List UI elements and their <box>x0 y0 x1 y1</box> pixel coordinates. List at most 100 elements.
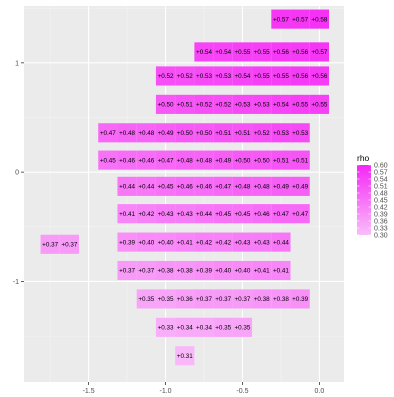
heatmap-tile <box>213 42 233 62</box>
cell-value-label: +0.50 <box>158 102 174 109</box>
cell-value-label: +0.43 <box>254 239 270 246</box>
heatmap-tile <box>290 42 310 62</box>
cell-value-label: +0.53 <box>292 130 308 137</box>
heatmap-tile <box>290 289 310 309</box>
cell-value-label: +0.40 <box>215 268 231 275</box>
cell-value-label: +0.50 <box>177 130 193 137</box>
heatmap-tile <box>271 123 291 143</box>
heatmap-tile <box>213 289 233 309</box>
heatmap-tile <box>194 317 214 337</box>
heatmap-tile <box>252 66 272 86</box>
heatmap-tile <box>232 260 253 281</box>
heatmap-tile <box>213 176 233 196</box>
heatmap-tile <box>194 289 214 309</box>
cell-value-label: +0.55 <box>273 73 289 80</box>
cell-value-label: +0.37 <box>138 268 154 275</box>
cell-value-label: +0.49 <box>273 184 289 191</box>
cell-value-label: +0.47 <box>292 211 308 218</box>
heatmap-tile <box>194 94 214 114</box>
heatmap-tile <box>175 204 195 224</box>
cell-value-label: +0.55 <box>254 49 270 56</box>
heatmap-tile <box>309 42 329 62</box>
cell-value-label: +0.54 <box>234 73 250 80</box>
heatmap-tile <box>117 232 137 252</box>
heatmap-tile <box>194 204 214 224</box>
heatmap-tile <box>136 232 156 252</box>
cell-value-label: +0.47 <box>215 184 231 191</box>
cell-value-label: +0.42 <box>138 211 154 218</box>
cell-value-label: +0.51 <box>292 157 308 164</box>
heatmap-tile <box>175 346 195 366</box>
cell-value-label: +0.58 <box>311 16 327 23</box>
heatmap-tile <box>175 317 195 337</box>
cell-value-label: +0.36 <box>177 296 193 303</box>
heatmap-tile <box>213 123 233 143</box>
heatmap-tile <box>290 9 310 29</box>
cell-value-label: +0.34 <box>177 325 193 332</box>
cell-value-labels: +0.57 +0.57 +0.58+0.54 +0.54 +0.55 +0.55 +0.56… <box>42 16 328 360</box>
heatmap-tile <box>271 150 291 170</box>
cell-value-label: +0.38 <box>254 296 270 303</box>
heatmap-tile <box>136 260 156 281</box>
cell-value-label: +0.53 <box>215 73 231 80</box>
legend-label: 0.51 <box>374 183 388 190</box>
heatmap-tile <box>213 204 233 224</box>
heatmap-tile <box>194 232 214 252</box>
legend-colorbar <box>357 165 371 235</box>
cell-value-label: +0.43 <box>177 211 193 218</box>
heatmap-tile <box>213 94 233 114</box>
heatmap-tile <box>175 176 195 196</box>
heatmap-tile <box>136 289 156 309</box>
heatmap-tile <box>232 42 253 62</box>
heatmap-tile <box>271 176 291 196</box>
heatmap-tile <box>59 234 79 254</box>
cell-value-label: +0.35 <box>215 325 231 332</box>
cell-value-label: +0.42 <box>215 239 231 246</box>
cell-value-label: +0.52 <box>196 102 212 109</box>
cell-value-label: +0.47 <box>100 130 116 137</box>
heatmap-tile <box>213 232 233 252</box>
cell-value-label: +0.53 <box>254 102 270 109</box>
heatmap-tile <box>117 204 137 224</box>
cell-value-label: +0.46 <box>138 157 154 164</box>
heatmap-tile <box>252 150 272 170</box>
heatmap-tile <box>117 176 137 196</box>
cell-value-label: +0.37 <box>42 241 58 248</box>
x-axis-tick-label: -1.5 <box>83 388 95 395</box>
heatmap-tile <box>117 150 137 170</box>
cell-value-label: +0.35 <box>138 296 154 303</box>
heatmap-tile <box>232 94 253 114</box>
legend-title: rho <box>357 153 370 163</box>
cell-value-label: +0.56 <box>311 73 327 80</box>
cell-value-label: +0.51 <box>215 130 231 137</box>
heatmap-tile <box>155 123 176 143</box>
heatmap-tile <box>252 176 272 196</box>
cell-value-label: +0.40 <box>234 268 250 275</box>
heatmap-tile <box>155 66 176 86</box>
cell-value-label: +0.38 <box>177 268 193 275</box>
x-axis-tick-label: -1.0 <box>160 388 172 395</box>
cell-value-label: +0.43 <box>158 211 174 218</box>
heatmap-tile <box>155 176 176 196</box>
heatmap-tile <box>232 150 253 170</box>
cell-value-label: +0.55 <box>311 102 327 109</box>
cell-value-label: +0.47 <box>273 211 289 218</box>
heatmap-tile <box>290 176 310 196</box>
heatmap-tile <box>232 176 253 196</box>
cell-value-label: +0.55 <box>254 73 270 80</box>
heatmap-tile <box>290 123 310 143</box>
cell-value-label: +0.56 <box>292 49 308 56</box>
heatmap-tile <box>232 232 253 252</box>
cell-value-label: +0.47 <box>158 157 174 164</box>
cell-value-label: +0.39 <box>292 296 308 303</box>
legend-label: 0.30 <box>374 232 388 239</box>
cell-value-label: +0.37 <box>119 268 135 275</box>
cell-value-label: +0.52 <box>254 130 270 137</box>
cell-value-label: +0.54 <box>273 102 289 109</box>
heatmap-tile <box>175 232 195 252</box>
y-axis-tick-label: 1 <box>15 60 19 67</box>
heatmap-tile <box>290 204 310 224</box>
legend-label: 0.48 <box>374 190 388 197</box>
heatmap-tile <box>194 260 214 281</box>
